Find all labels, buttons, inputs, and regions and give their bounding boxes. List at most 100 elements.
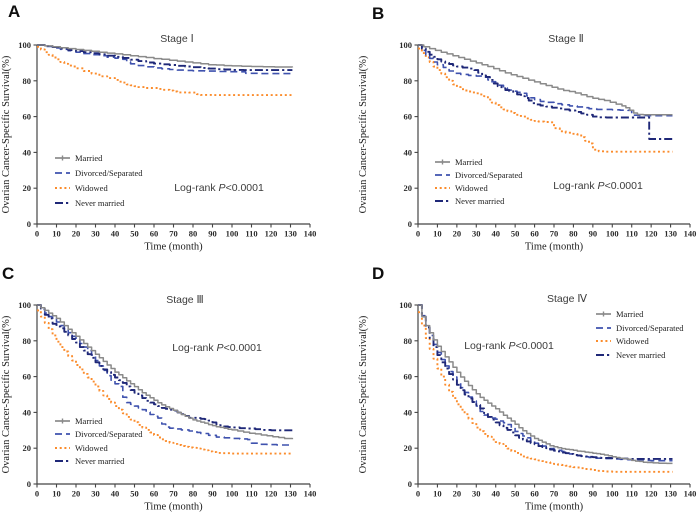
x-tick-label: 40 <box>491 229 500 239</box>
curve-never-married <box>418 44 673 140</box>
legend-label: Widowed <box>75 183 108 193</box>
x-tick-label: 140 <box>304 229 317 239</box>
x-tick-label: 40 <box>111 489 120 499</box>
y-axis-label: Ovarian Cancer-Specific Survival(%) <box>358 55 369 213</box>
x-tick-label: 0 <box>35 229 39 239</box>
panel-stage-3: C 0 10 20 30 40 50 60 70 80 90 100 110 120 130 140 0 20 4… <box>0 260 350 520</box>
x-tick-label: 80 <box>189 229 198 239</box>
x-tick-label: 80 <box>569 229 578 239</box>
curve-married <box>418 304 673 465</box>
x-tick-label: 70 <box>169 229 178 239</box>
curve-never-married <box>37 304 293 432</box>
y-axis-label: Ovarian Cancer-Specific Survival(%) <box>1 55 12 213</box>
panel-letter-b: B <box>372 4 385 23</box>
y-tick-label: 0 <box>408 219 412 229</box>
y-tick-label: 0 <box>27 479 31 489</box>
y-tick-label: 60 <box>23 112 32 122</box>
legend-label: Never married <box>75 456 125 466</box>
panel-title: Stage Ⅱ <box>548 33 584 45</box>
y-axis-label: Ovarian Cancer-Specific Survival(%) <box>358 315 369 473</box>
x-tick-label: 0 <box>416 489 420 499</box>
curve-widowed <box>37 45 293 97</box>
panel-title: Stage Ⅲ <box>166 294 204 306</box>
legend-label: Married <box>75 416 103 426</box>
x-tick-label: 100 <box>606 489 619 499</box>
x-tick-label: 60 <box>530 489 539 499</box>
x-tick-label: 80 <box>569 489 578 499</box>
x-tick-label: 60 <box>530 229 539 239</box>
x-tick-label: 140 <box>684 489 697 499</box>
panel-stage-1: A 0 10 20 30 40 50 60 70 80 90 100 110 120 130 140 0 20 4… <box>0 0 350 260</box>
legend-label: Divorced/Separated <box>75 429 143 439</box>
x-tick-label: 70 <box>169 489 178 499</box>
y-tick-label: 80 <box>23 336 32 346</box>
x-tick-label: 100 <box>226 489 239 499</box>
x-tick-label: 90 <box>589 229 598 239</box>
x-tick-label: 100 <box>226 229 239 239</box>
axes <box>36 45 310 225</box>
legend-label: Divorced/Separated <box>616 323 684 333</box>
x-tick-label: 130 <box>664 489 677 499</box>
x-tick-label: 30 <box>91 229 100 239</box>
y-tick-label: 100 <box>399 40 412 50</box>
x-tick-label: 30 <box>472 229 481 239</box>
x-tick-label: 70 <box>550 489 559 499</box>
panel-title: Stage Ⅰ <box>160 33 193 45</box>
panel-stage-4: D 0 10 20 30 40 50 60 70 80 90 100 110 120 130 140 0 20 4… <box>350 260 700 520</box>
x-tick-label: 20 <box>72 229 81 239</box>
x-tick-label: 50 <box>130 489 139 499</box>
legend-label: Widowed <box>455 183 488 193</box>
curve-married <box>37 304 294 440</box>
panel-stage-2: B 0 10 20 30 40 50 60 70 80 90 100 110 120 130 140 0 20 4… <box>350 0 700 260</box>
x-tick-label: 110 <box>245 229 257 239</box>
y-tick-label: 40 <box>404 407 413 417</box>
x-tick-label: 130 <box>284 489 297 499</box>
x-tick-label: 70 <box>550 229 559 239</box>
panel-letter-d: D <box>372 264 385 283</box>
x-tick-label: 80 <box>189 489 198 499</box>
log-rank-annotation: Log-rank P<0.0001 <box>553 180 643 192</box>
x-tick-label: 50 <box>130 229 139 239</box>
x-tick-label: 10 <box>52 489 61 499</box>
x-tick-label: 60 <box>150 489 159 499</box>
x-tick-label: 90 <box>208 229 217 239</box>
legend-label: Divorced/Separated <box>75 168 143 178</box>
y-tick-label: 80 <box>23 76 32 86</box>
x-tick-label: 20 <box>453 489 462 499</box>
y-tick-label: 60 <box>404 372 413 382</box>
x-tick-label: 140 <box>304 489 317 499</box>
y-tick-label: 20 <box>404 183 413 193</box>
x-tick-label: 60 <box>150 229 159 239</box>
curve-married <box>418 44 673 116</box>
log-rank-annotation: Log-rank P<0.0001 <box>172 342 262 354</box>
x-tick-label: 40 <box>491 489 500 499</box>
legend-label: Never married <box>616 350 666 360</box>
x-tick-label: 30 <box>472 489 481 499</box>
curve-never-married <box>418 304 673 460</box>
legend-label: Divorced/Separated <box>455 170 523 180</box>
y-tick-label: 0 <box>27 219 31 229</box>
curve-widowed <box>37 309 293 455</box>
x-axis-label: Time (month) <box>525 502 584 513</box>
x-tick-label: 20 <box>72 489 81 499</box>
log-rank-annotation: Log-rank P<0.0001 <box>174 182 264 194</box>
x-tick-label: 90 <box>589 489 598 499</box>
y-tick-label: 40 <box>23 407 32 417</box>
legend-label: Married <box>75 153 103 163</box>
y-axis-label: Ovarian Cancer-Specific Survival(%) <box>1 315 12 473</box>
legend-label: Widowed <box>616 336 649 346</box>
stage-1-km-chart: 0 10 20 30 40 50 60 70 80 90 100 110 120 130 140 0 20 40 6… <box>1 33 317 253</box>
x-tick-label: 100 <box>606 229 619 239</box>
y-tick-label: 20 <box>404 443 413 453</box>
y-tick-label: 60 <box>404 112 413 122</box>
curve-divorced-separated <box>37 304 293 446</box>
x-tick-label: 120 <box>265 229 278 239</box>
curve-divorced-separated <box>418 44 673 117</box>
stage-4-km-chart: 0 10 20 30 40 50 60 70 80 90 100 110 120 130 140 0 20 40 6… <box>358 293 697 513</box>
x-tick-label: 10 <box>433 229 442 239</box>
panel-letter-c: C <box>2 264 15 283</box>
x-tick-label: 120 <box>645 229 658 239</box>
panel-title: Stage Ⅳ <box>547 293 587 305</box>
y-tick-label: 20 <box>23 443 32 453</box>
